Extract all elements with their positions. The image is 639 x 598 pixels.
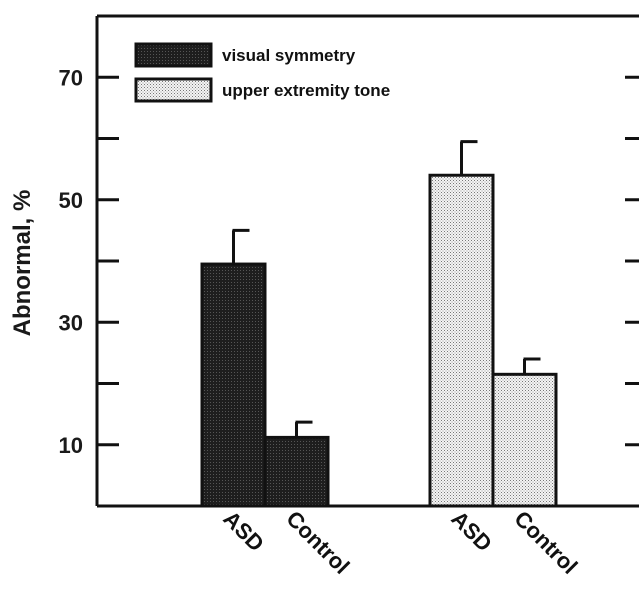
bar-0-1 [263, 435, 330, 508]
bar-1-1 [491, 372, 558, 508]
legend-label: upper extremity tone [222, 81, 390, 100]
legend-swatch [134, 77, 213, 103]
y-tick-label: 30 [59, 310, 83, 335]
x-tick-label: Control [281, 506, 354, 579]
legend-swatch [134, 42, 213, 68]
x-tick-label: Control [509, 506, 582, 579]
x-tick-label: ASD [218, 506, 269, 557]
y-tick-label: 10 [59, 433, 83, 458]
x-axis-labels: ASD Control ASD Control [218, 506, 582, 579]
y-axis-label: Abnormal, % [9, 190, 36, 337]
y-tick-label: 70 [59, 65, 83, 90]
y-tick-label: 50 [59, 188, 83, 213]
legend: visual symmetry upper extremity tone [134, 42, 390, 103]
legend-label: visual symmetry [222, 46, 356, 65]
bar-1-0 [428, 173, 495, 508]
bars [200, 140, 558, 508]
bar-0-0 [200, 262, 267, 508]
y-axis: 10 30 50 70 [59, 65, 639, 458]
x-tick-label: ASD [446, 506, 497, 557]
